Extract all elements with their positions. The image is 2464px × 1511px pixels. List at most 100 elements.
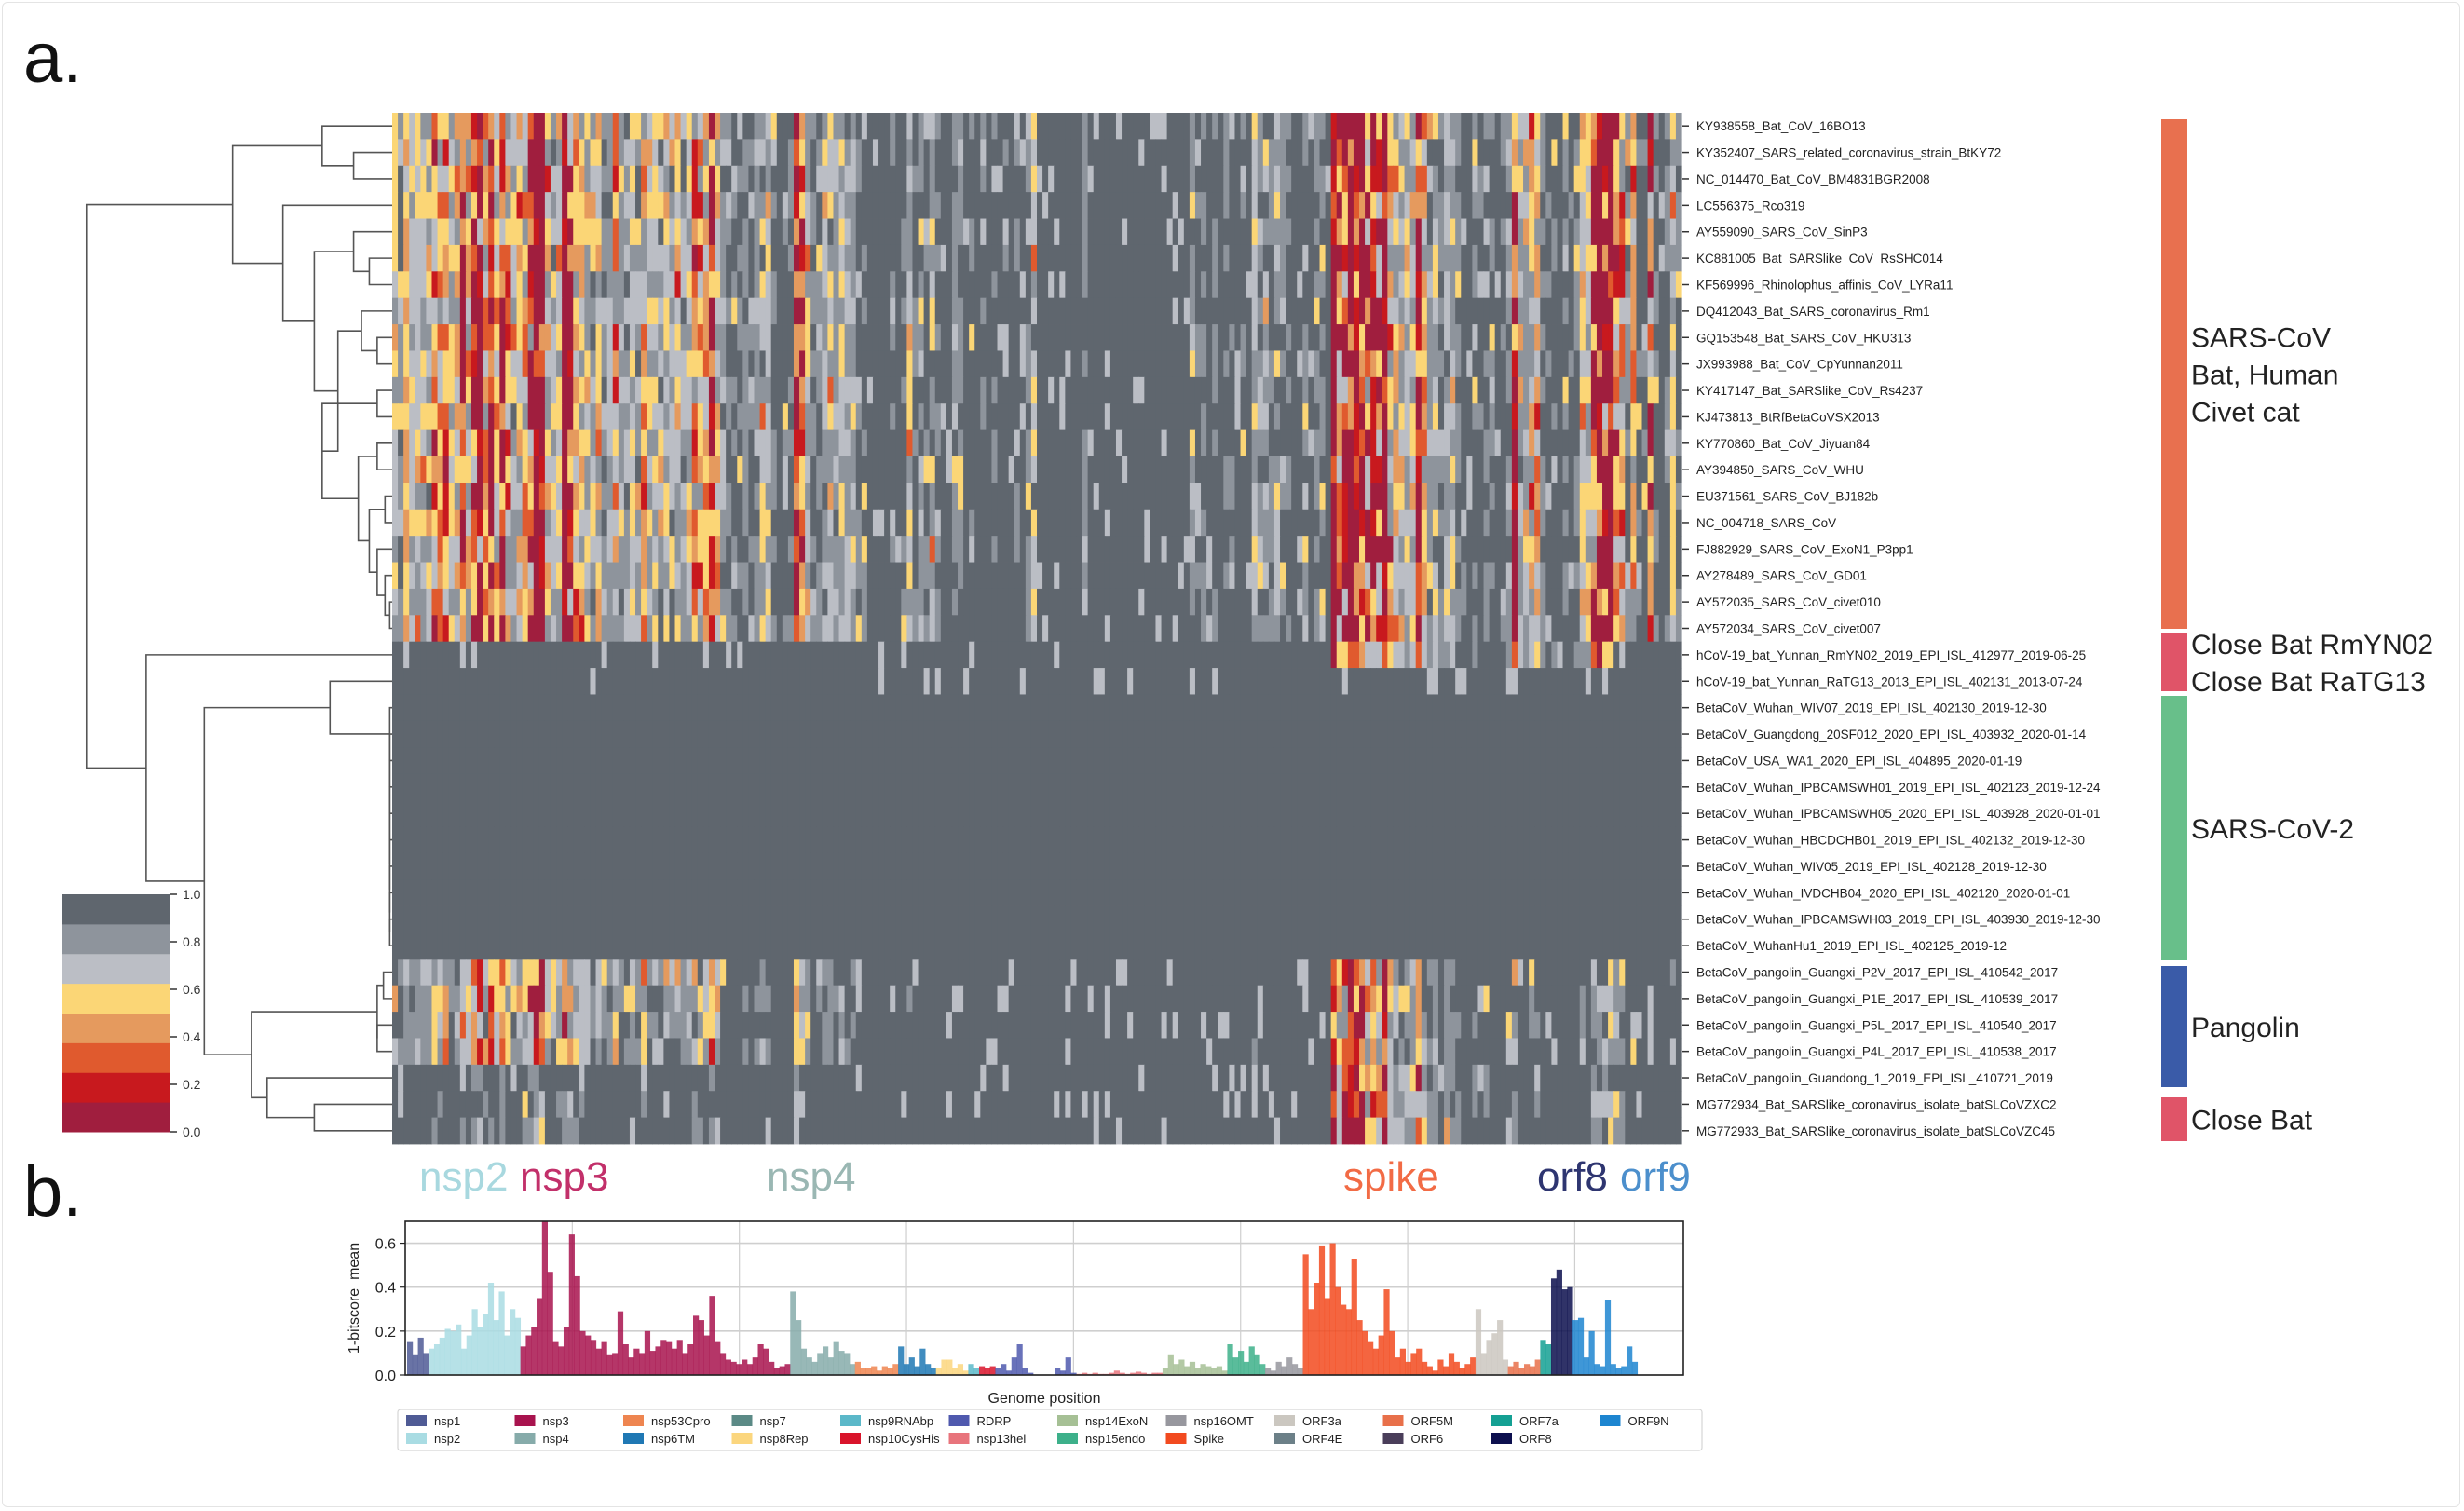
heatmap-cell — [1291, 297, 1298, 325]
heatmap-cell — [776, 509, 783, 537]
heatmap-cell — [516, 218, 524, 246]
heatmap-cell — [1161, 509, 1168, 537]
heatmap-cell — [1472, 509, 1479, 537]
heatmap-cell — [674, 536, 682, 563]
heatmap-cell — [579, 429, 585, 457]
heatmap-cell — [601, 641, 608, 669]
heatmap-cell — [1409, 403, 1417, 431]
heatmap-cell — [1025, 615, 1032, 643]
heatmap-cell — [1450, 139, 1456, 167]
heatmap-cell — [1619, 218, 1626, 246]
heatmap-cell — [1426, 139, 1434, 167]
heatmap-cell — [1048, 403, 1055, 431]
heatmap-cell — [715, 403, 721, 431]
heatmap-cell — [1641, 297, 1649, 325]
heatmap-cell — [1223, 376, 1230, 404]
heatmap-cell — [1115, 536, 1123, 563]
heatmap-cell — [1280, 483, 1286, 510]
heatmap-cell — [1455, 113, 1462, 140]
heatmap-cell — [652, 641, 659, 669]
heatmap-cell — [1178, 244, 1185, 272]
heatmap-cell — [737, 509, 743, 537]
heatmap-cell — [1455, 588, 1462, 616]
heatmap-cell — [1517, 139, 1524, 167]
heatmap-cell — [861, 376, 868, 404]
heatmap-cell — [1534, 192, 1541, 219]
heatmap-cell — [448, 641, 456, 669]
heatmap-cell — [1104, 588, 1111, 616]
heatmap-cell — [1330, 403, 1338, 431]
heatmap-cell — [1347, 297, 1355, 325]
heatmap-cell — [1404, 139, 1411, 167]
heatmap-cell — [1109, 456, 1117, 483]
heatmap-cell — [1523, 615, 1530, 643]
heatmap-cell — [1150, 271, 1157, 299]
heatmap-cell — [415, 615, 421, 643]
heatmap-cell — [929, 483, 936, 510]
heatmap-cell — [1398, 429, 1406, 457]
heatmap-cell — [1450, 376, 1456, 404]
heatmap-cell — [1636, 218, 1643, 246]
heatmap-cell — [844, 324, 851, 351]
heatmap-cell — [1297, 139, 1303, 167]
heatmap-cell — [1008, 192, 1015, 219]
heatmap-cell — [974, 509, 981, 537]
heatmap-cell — [1172, 562, 1179, 590]
heatmap-cell — [1194, 271, 1202, 299]
heatmap-cell — [1393, 615, 1400, 643]
heatmap-cell — [737, 641, 743, 669]
heatmap-cell — [702, 350, 710, 378]
heatmap-cell — [986, 139, 993, 167]
heatmap-cell — [527, 483, 535, 510]
heatmap-cell — [895, 324, 902, 351]
heatmap-cell — [923, 271, 931, 299]
heatmap-cell — [754, 615, 761, 643]
heatmap-cell — [442, 271, 450, 299]
heatmap-cell — [680, 403, 687, 431]
heatmap-cell — [929, 376, 936, 404]
heatmap-cell — [702, 668, 710, 695]
heatmap-cell — [601, 403, 608, 431]
heatmap-cell — [1409, 509, 1417, 537]
heatmap-cell — [420, 536, 428, 563]
heatmap-cell — [590, 244, 597, 272]
heatmap-cell — [810, 271, 817, 299]
heatmap-cell — [1523, 192, 1530, 219]
heatmap-cell — [1122, 192, 1128, 219]
heatmap-cell — [392, 192, 399, 219]
heatmap-cell — [1115, 483, 1123, 510]
heatmap-cell — [1291, 429, 1298, 457]
heatmap-cell — [1212, 483, 1218, 510]
heatmap-cell — [556, 192, 563, 219]
heatmap-cell — [1483, 376, 1491, 404]
heatmap-cell — [1551, 113, 1559, 140]
heatmap-cell — [420, 588, 428, 616]
heatmap-cell — [793, 536, 800, 563]
heatmap-cell — [1262, 509, 1270, 537]
heatmap-cell — [1393, 429, 1400, 457]
heatmap-cell — [748, 376, 756, 404]
heatmap-cell — [1540, 588, 1546, 616]
heatmap-cell — [1229, 139, 1236, 167]
heatmap-cell — [409, 536, 415, 563]
heatmap-cell — [1240, 562, 1247, 590]
heatmap-cell — [697, 113, 704, 140]
heatmap-cell — [1658, 509, 1666, 537]
heatmap-cell — [680, 615, 687, 643]
heatmap-cell — [494, 165, 500, 193]
heatmap-cell — [1585, 192, 1592, 219]
heatmap-cell — [448, 456, 456, 483]
heatmap-cell — [1150, 350, 1157, 378]
heatmap-cell — [516, 139, 524, 167]
heatmap-cell — [1144, 165, 1150, 193]
heatmap-cell — [1127, 376, 1134, 404]
heatmap-cell — [1070, 350, 1078, 378]
heatmap-cell — [1098, 244, 1106, 272]
heatmap-cell — [737, 668, 743, 695]
heatmap-cell — [409, 271, 415, 299]
heatmap-cell — [641, 562, 647, 590]
heatmap-cell — [946, 562, 953, 590]
heatmap-cell — [731, 641, 738, 669]
heatmap-cell — [1014, 588, 1021, 616]
heatmap-cell — [1613, 536, 1620, 563]
